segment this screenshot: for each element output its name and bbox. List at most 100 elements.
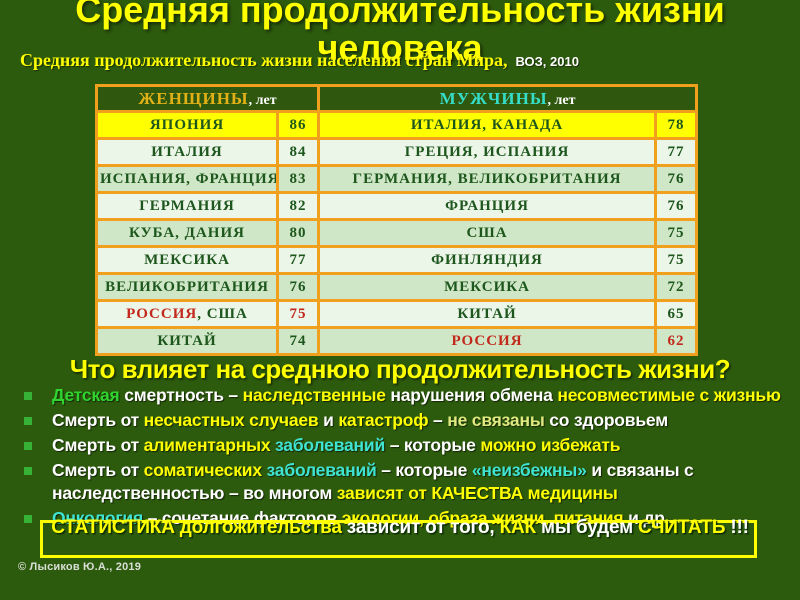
text-segment: 77 — [667, 143, 685, 160]
text-segment: ГЕРМАНИЯ — [139, 197, 235, 214]
bullet-item: Онкология – сочетание факторов экологии,… — [14, 507, 794, 530]
text-segment: 84 — [289, 143, 307, 160]
women-header-label: ЖЕНЩИНЫ — [138, 88, 249, 108]
value-cell: 77 — [654, 137, 699, 167]
text-segment: США — [466, 224, 508, 241]
table-row: ЯПОНИЯ 86 ИТАЛИЯ, КАНАДА 78 — [95, 110, 699, 140]
text-segment: МЕКСИКА — [144, 251, 230, 268]
country-cell: ЯПОНИЯ — [95, 110, 279, 140]
value-cell: 82 — [275, 191, 321, 221]
text-segment: КИТАЙ — [457, 305, 517, 322]
text-segment: РОССИЯ — [126, 305, 198, 322]
value-cell: 72 — [654, 272, 699, 302]
bullet-item: Смерть от соматических заболеваний – кот… — [14, 459, 794, 505]
text-segment: со здоровьем — [549, 410, 668, 430]
value-cell: 75 — [275, 299, 321, 329]
bullet-square-icon — [24, 417, 32, 425]
text-segment: 75 — [667, 224, 685, 241]
text-segment: 74 — [289, 332, 307, 349]
table-row: ИСПАНИЯ, ФРАНЦИЯ 83 ГЕРМАНИЯ, ВЕЛИКОБРИТАН… — [95, 164, 699, 194]
table-row: РОССИЯ, США 75 КИТАЙ 65 — [95, 299, 699, 329]
text-segment: – которые — [389, 435, 481, 455]
text-segment: СЧИТАТЬ — [638, 517, 731, 538]
table-row: ИТАЛИЯ 84 ГРЕЦИЯ, ИСПАНИЯ 77 — [95, 137, 699, 167]
table-row: КИТАЙ 74 РОССИЯ 62 — [95, 326, 699, 356]
text-segment: – — [433, 410, 448, 430]
text-segment: 65 — [667, 305, 685, 322]
text-segment: Смерть от — [52, 410, 144, 430]
text-segment: !!! — [730, 517, 749, 538]
table-row: ВЕЛИКОБРИТАНИЯ 76 МЕКСИКА 72 — [95, 272, 699, 302]
text-segment: 72 — [667, 278, 685, 295]
text-segment: Детская — [52, 385, 125, 405]
life-table-body: ЯПОНИЯ 86 ИТАЛИЯ, КАНАДА 78 ИТАЛИЯ 84 ГРЕЦИЯ, … — [95, 110, 699, 356]
text-segment: ИТАЛИЯ, КАНАДА — [410, 116, 564, 133]
country-cell: КУБА, ДАНИЯ — [95, 218, 279, 248]
table-header-row: ЖЕНЩИНЫ, лет МУЖЧИНЫ, лет — [94, 84, 699, 113]
text-segment: 76 — [289, 278, 307, 295]
value-cell: 74 — [275, 326, 321, 356]
country-cell: ИТАЛИЯ, КАНАДА — [317, 110, 658, 140]
text-segment: Смерть от — [52, 435, 144, 455]
text-segment: соматических — [143, 460, 267, 480]
bullet-square-icon — [24, 467, 32, 475]
table-row: МЕКСИКА 77 ФИНЛЯНДИЯ 75 — [95, 245, 699, 275]
text-segment: 82 — [289, 197, 307, 214]
value-cell: 80 — [275, 218, 321, 248]
text-segment: 77 — [289, 251, 307, 268]
text-segment: КИТАЙ — [157, 332, 217, 349]
text-segment: 75 — [289, 305, 307, 322]
text-segment: ИСПАНИЯ, ФРАНЦИЯ — [100, 170, 278, 187]
country-cell: ГЕРМАНИЯ — [95, 191, 279, 221]
statistics-line: СТАТИСТИКА долгожительства зависит от то… — [0, 517, 800, 539]
caption-text: Средняя продолжительность жизни населени… — [20, 50, 453, 70]
value-cell: 75 — [654, 245, 699, 275]
slide-title-line1: Средняя продолжительность жизни — [75, 0, 725, 30]
text-segment: зависит от того, — [346, 517, 500, 538]
table-row: ГЕРМАНИЯ 82 ФРАНЦИЯ 76 — [95, 191, 699, 221]
country-cell: РОССИЯ — [317, 326, 658, 356]
country-cell: КИТАЙ — [95, 326, 279, 356]
text-segment: «неизбежны» — [471, 460, 592, 480]
caption-text-2: Мира, — [452, 50, 508, 70]
text-segment: ЯПОНИЯ — [149, 116, 225, 133]
text-segment: КУБА, ДАНИЯ — [129, 224, 245, 241]
women-header-cell: ЖЕНЩИНЫ, лет — [94, 84, 321, 113]
country-cell: МЕКСИКА — [95, 245, 279, 275]
text-segment: 80 — [289, 224, 307, 241]
bullet-square-icon — [24, 442, 32, 450]
question-heading: Что влияет на среднюю продолжительность … — [69, 354, 731, 384]
bullet-item: Детская смертность – наследственные нару… — [14, 384, 794, 407]
table-caption: Средняя продолжительность жизни населени… — [20, 48, 579, 70]
text-segment: 78 — [667, 116, 685, 133]
value-cell: 62 — [654, 326, 699, 356]
country-cell: ИТАЛИЯ — [95, 137, 279, 167]
country-cell: ВЕЛИКОБРИТАНИЯ — [95, 272, 279, 302]
value-cell: 84 — [275, 137, 321, 167]
statistics-highlight-box — [40, 520, 757, 558]
bullet-square-icon — [24, 392, 32, 400]
caption-source: ВОЗ, 2010 — [515, 54, 579, 69]
text-segment: – сочетание факторов — [147, 508, 342, 528]
copyright-note: © Лысиков Ю.А., 2019 — [18, 561, 142, 573]
table-row: КУБА, ДАНИЯ 80 США 75 — [95, 218, 699, 248]
text-segment: нарушения обмена — [390, 385, 558, 405]
text-segment: 62 — [667, 332, 685, 349]
text-segment: заболеваний — [266, 460, 382, 480]
life-expectancy-table: ЖЕНЩИНЫ, лет МУЖЧИНЫ, лет ЯПОНИЯ 86 ИТАЛИЯ… — [94, 84, 699, 356]
value-cell: 77 — [275, 245, 321, 275]
text-segment: и связаны с наследственностью – во много… — [52, 460, 694, 503]
text-segment: ФИНЛЯНДИЯ — [431, 251, 543, 268]
women-header-unit: , лет — [248, 92, 277, 108]
text-segment: несовместимые с жизнью — [557, 385, 781, 405]
bullet-square-icon — [24, 515, 32, 523]
text-segment: и др. — [628, 508, 670, 528]
country-cell: МЕКСИКА — [317, 272, 658, 302]
text-segment: 75 — [667, 251, 685, 268]
bullet-item: Смерть от несчастных случаев и катастроф… — [14, 409, 794, 432]
value-cell: 78 — [654, 110, 699, 140]
text-segment: можно избежать — [480, 435, 621, 455]
men-header-unit: , лет — [547, 92, 576, 108]
text-segment: СТАТИСТИКА долгожительства — [51, 517, 347, 538]
